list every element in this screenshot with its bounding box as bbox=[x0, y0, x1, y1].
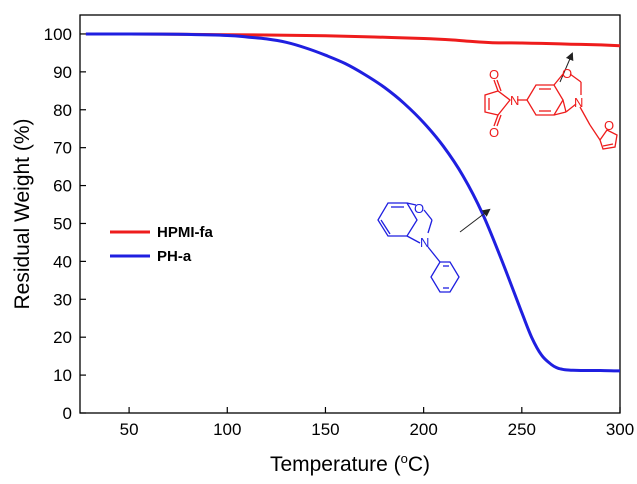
atom-o-top: O bbox=[489, 67, 499, 82]
ph-a-atom-labels: O N bbox=[414, 201, 429, 250]
axis-ticks: 50 100 150 200 250 300 0 10 20 30 40 50 60 70 80 90 100 bbox=[44, 25, 635, 439]
ph-a-structure bbox=[377, 202, 460, 293]
legend: HPMI-fa PH-a bbox=[110, 224, 213, 265]
atom-n-ph-a: N bbox=[420, 235, 429, 250]
y-tick-label: 50 bbox=[53, 214, 72, 233]
y-tick-label: 10 bbox=[53, 366, 72, 385]
x-tick-label: 300 bbox=[606, 420, 634, 439]
y-tick-label: 0 bbox=[63, 404, 72, 423]
y-tick-label: 30 bbox=[53, 290, 72, 309]
atom-n-imide: N bbox=[510, 93, 519, 108]
y-tick-label: 70 bbox=[53, 139, 72, 158]
series-line-ph-a bbox=[85, 32, 621, 373]
x-tick-label: 100 bbox=[213, 420, 241, 439]
atom-o-oxazine: O bbox=[562, 66, 572, 81]
x-tick-label: 150 bbox=[311, 420, 339, 439]
hpmi-fa-atom-labels: O O N O N O bbox=[489, 66, 614, 140]
arrow-to-ph-a bbox=[459, 208, 491, 233]
atom-n-oxazine: N bbox=[574, 95, 583, 110]
x-axis-title: Temperature (oC) bbox=[270, 451, 430, 476]
data-series bbox=[85, 32, 621, 373]
y-tick-label: 90 bbox=[53, 63, 72, 82]
atom-o-furan: O bbox=[604, 118, 614, 133]
hpmi-fa-structure bbox=[484, 73, 618, 150]
x-axis-title-main: Temperature ( bbox=[270, 453, 401, 476]
arrow-to-hpmi-fa bbox=[559, 52, 574, 83]
y-axis-title: Residual Weight (%) bbox=[11, 118, 34, 309]
plot-frame bbox=[79, 14, 621, 414]
x-tick-label: 200 bbox=[409, 420, 437, 439]
y-tick-label: 20 bbox=[53, 328, 72, 347]
x-tick-label: 50 bbox=[120, 420, 139, 439]
x-axis-title-degree: o bbox=[401, 451, 408, 466]
atom-o-ph-a: O bbox=[414, 201, 424, 216]
x-tick-label: 250 bbox=[508, 420, 536, 439]
legend-label-hpmi-fa: HPMI-fa bbox=[157, 224, 213, 241]
legend-label-ph-a: PH-a bbox=[157, 248, 192, 265]
y-tick-label: 100 bbox=[44, 25, 72, 44]
x-axis-title-tail: C) bbox=[408, 453, 430, 476]
atom-o-bottom: O bbox=[489, 125, 499, 140]
y-tick-label: 60 bbox=[53, 177, 72, 196]
y-tick-label: 80 bbox=[53, 101, 72, 120]
series-line-hpmi-fa bbox=[85, 32, 621, 48]
y-tick-label: 40 bbox=[53, 252, 72, 271]
